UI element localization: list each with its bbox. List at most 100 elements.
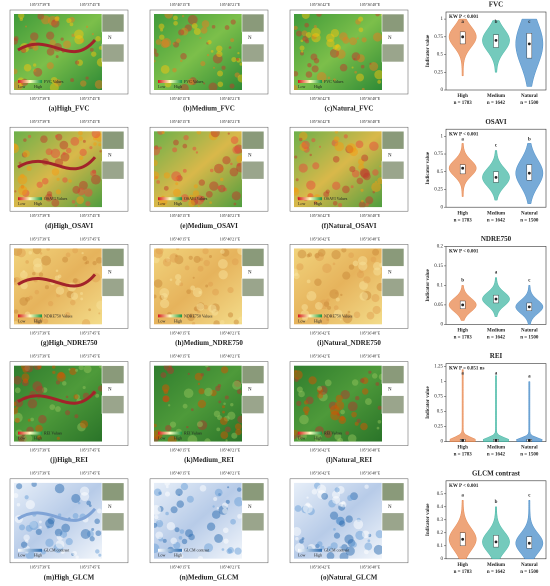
map-texture (160, 64, 170, 74)
map-texture (90, 170, 97, 177)
map-texture (187, 372, 190, 376)
legend-high: High (34, 318, 42, 323)
map-texture (201, 20, 210, 28)
map-texture (302, 503, 313, 514)
n-label: n = 1642 (487, 101, 506, 106)
y-axis-label: Indicator value (426, 34, 431, 67)
median (461, 537, 465, 541)
map-texture (373, 267, 382, 276)
lon-label: 105°40'15"E (170, 471, 191, 476)
map-texture (91, 528, 95, 532)
map-texture (200, 27, 208, 34)
north-arrow: N (388, 36, 392, 41)
legend-low: Low (298, 201, 305, 206)
map-texture (361, 388, 369, 395)
legend-high: High (34, 84, 42, 89)
y-tick-label: 0.1 (437, 544, 444, 549)
map-caption: (n)Medium_GLCM (179, 573, 239, 581)
n-label: n = 1500 (520, 570, 539, 575)
legend-high: High (174, 318, 182, 323)
lon-label: 105°37'45"E (80, 565, 101, 570)
map-texture (184, 265, 190, 271)
map-texture (309, 153, 312, 157)
map-texture (299, 45, 305, 51)
map-texture (221, 405, 225, 409)
lon-label: 105°36'48"E (360, 471, 381, 476)
map-texture (196, 421, 203, 428)
sig-letter: c (528, 493, 531, 498)
map-texture (294, 369, 297, 373)
map-texture (213, 320, 220, 325)
y-tick-label: 0.5 (437, 53, 444, 58)
y-tick-label: 0.3 (437, 518, 444, 523)
map-texture (37, 397, 40, 400)
map-texture (227, 486, 230, 489)
map-texture (224, 395, 229, 400)
map-texture (232, 380, 242, 390)
map-texture (56, 177, 60, 181)
map-texture (342, 271, 351, 280)
map-texture (355, 140, 364, 149)
map-texture (294, 434, 297, 440)
map-texture (294, 25, 298, 31)
map-texture (55, 406, 61, 412)
map-texture (161, 38, 172, 48)
map-texture (312, 162, 320, 170)
map-texture (14, 401, 17, 407)
map-texture (25, 25, 28, 28)
y-tick-label: 1.25 (434, 365, 443, 370)
map-texture (85, 76, 89, 80)
map-texture (340, 389, 350, 400)
map-texture (351, 52, 361, 61)
map-texture (217, 185, 222, 190)
map-texture (366, 311, 375, 320)
inset-photo (241, 130, 265, 150)
map-texture (327, 546, 332, 552)
map-texture (74, 34, 84, 45)
n-label: n = 1642 (487, 336, 506, 341)
map-texture (337, 202, 343, 208)
map-texture (25, 499, 35, 510)
sig-letter: c (528, 20, 531, 25)
map-texture (239, 62, 242, 66)
map-texture (46, 248, 50, 251)
legend-title: OSAVI Values (184, 196, 208, 201)
y-axis-label: Indicator value (426, 386, 431, 419)
legend-high: High (34, 553, 42, 558)
map-texture (176, 38, 181, 44)
map-image (154, 365, 242, 442)
map-texture (332, 262, 336, 266)
n-label: n = 1783 (454, 336, 473, 341)
map-texture (49, 404, 56, 411)
n-label: n = 1500 (520, 453, 539, 458)
map-texture (160, 28, 164, 32)
map-texture (345, 546, 355, 556)
map-texture (85, 201, 91, 207)
median (461, 439, 465, 442)
map-texture (54, 483, 65, 494)
map-texture (78, 365, 84, 371)
map-image (14, 365, 102, 442)
map-texture (295, 537, 299, 541)
map-texture (361, 87, 365, 90)
map-texture (91, 131, 101, 139)
map-texture (206, 367, 211, 372)
sig-letter: a (461, 493, 464, 498)
median (494, 297, 498, 301)
map-texture (313, 25, 317, 29)
map-texture (88, 504, 92, 507)
map-texture (23, 63, 32, 72)
map-texture (237, 51, 240, 55)
legend-bar (298, 548, 322, 552)
map-texture (294, 505, 302, 512)
map-texture (154, 52, 159, 57)
map-texture (334, 400, 345, 411)
map-texture (295, 178, 299, 182)
map-texture (206, 522, 216, 531)
lon-label: 105°40'21"E (220, 330, 241, 335)
map-texture (231, 432, 238, 439)
map-texture (321, 492, 329, 500)
sig-letter: a (461, 372, 464, 377)
map-texture (346, 143, 357, 154)
lon-label: 105°36'42"E (310, 236, 331, 241)
